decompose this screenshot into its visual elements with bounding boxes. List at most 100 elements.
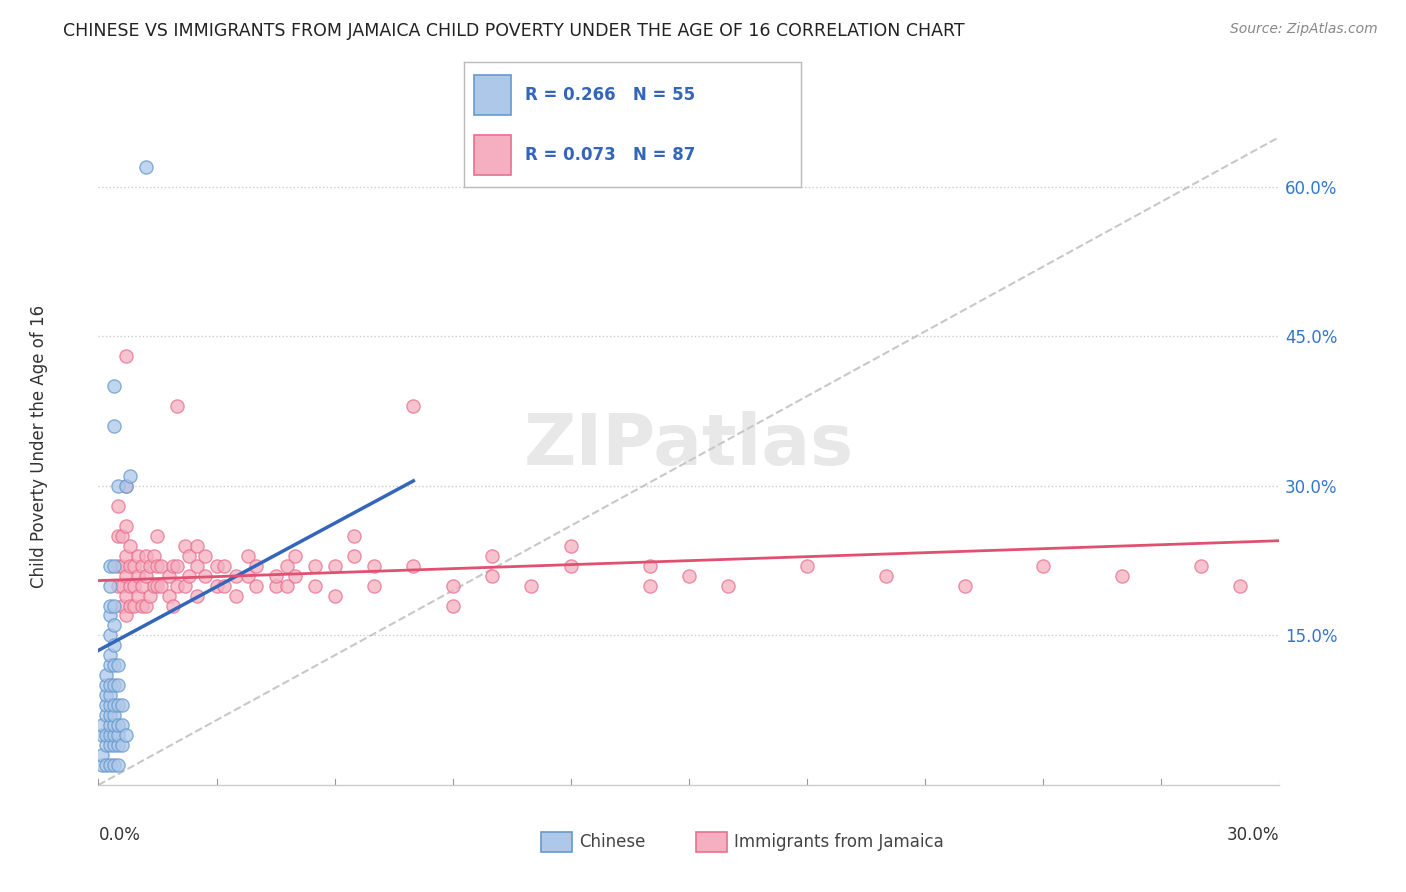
Point (796, 558, 818, 573)
Point (638, 558, 661, 573)
Point (284, 568, 307, 582)
Point (138, 589, 160, 603)
Point (98, 658, 121, 673)
Point (115, 608, 138, 623)
Point (107, 479, 129, 493)
Point (174, 578, 197, 592)
Point (177, 568, 200, 582)
Point (363, 558, 385, 573)
Point (115, 349, 138, 363)
Point (717, 578, 740, 592)
Text: Chinese: Chinese (579, 833, 645, 851)
Point (127, 549, 149, 563)
Point (1111, 568, 1133, 582)
Point (284, 549, 307, 563)
Point (107, 499, 129, 513)
Point (264, 568, 287, 582)
Point (135, 568, 157, 582)
Point (225, 589, 247, 603)
Point (96, 708, 118, 723)
Point (118, 469, 141, 483)
Point (96, 728, 118, 742)
Point (122, 558, 145, 573)
Point (111, 698, 134, 713)
Point (127, 589, 149, 603)
Point (157, 589, 180, 603)
Point (115, 589, 138, 603)
Point (236, 568, 259, 582)
Point (402, 558, 425, 573)
Point (245, 578, 267, 592)
Point (186, 558, 208, 573)
Text: 0.0%: 0.0% (98, 826, 141, 844)
Point (276, 558, 298, 573)
Point (98, 758, 121, 772)
Point (103, 758, 125, 772)
Point (481, 568, 503, 582)
Point (122, 578, 145, 592)
Point (98, 728, 121, 742)
Point (91, 747, 114, 762)
Point (194, 549, 217, 563)
Point (225, 568, 247, 582)
Point (103, 718, 125, 732)
Point (103, 678, 125, 692)
Point (166, 578, 188, 592)
Point (122, 599, 145, 613)
Point (115, 728, 138, 742)
Point (107, 738, 129, 752)
Point (157, 568, 180, 582)
Text: Source: ZipAtlas.com: Source: ZipAtlas.com (1230, 22, 1378, 37)
Point (560, 539, 582, 553)
Point (343, 549, 366, 563)
Point (127, 568, 149, 582)
Text: 30.0%: 30.0% (1227, 826, 1279, 844)
Point (98, 599, 121, 613)
Point (205, 578, 228, 592)
Point (103, 599, 125, 613)
Point (98, 708, 121, 723)
Point (162, 599, 184, 613)
Point (520, 578, 543, 592)
Point (115, 568, 138, 582)
Point (118, 578, 141, 592)
Point (111, 558, 134, 573)
Bar (474, 75, 512, 115)
Point (1189, 558, 1212, 573)
Point (678, 568, 700, 582)
Point (103, 708, 125, 723)
Point (96, 698, 118, 713)
Point (98, 578, 121, 592)
Point (402, 399, 425, 413)
Point (111, 529, 134, 543)
Point (146, 578, 169, 592)
Point (236, 549, 259, 563)
Point (98, 558, 121, 573)
Point (186, 589, 208, 603)
Point (150, 558, 173, 573)
Point (91, 758, 114, 772)
Point (115, 479, 138, 493)
Point (146, 558, 169, 573)
Point (441, 599, 464, 613)
Point (98, 688, 121, 702)
Point (111, 599, 134, 613)
Point (146, 529, 169, 543)
Point (111, 718, 134, 732)
Point (638, 578, 661, 592)
Text: Child Poverty Under the Age of 16: Child Poverty Under the Age of 16 (31, 304, 48, 588)
Point (441, 578, 464, 592)
Point (107, 678, 129, 692)
Point (174, 539, 197, 553)
Point (103, 618, 125, 632)
Point (98, 678, 121, 692)
Point (111, 738, 134, 752)
Point (111, 578, 134, 592)
Point (131, 599, 153, 613)
Point (96, 678, 118, 692)
Point (875, 568, 897, 582)
Point (107, 578, 129, 592)
Point (118, 558, 141, 573)
Point (363, 578, 385, 592)
Text: Immigrants from Jamaica: Immigrants from Jamaica (734, 833, 943, 851)
